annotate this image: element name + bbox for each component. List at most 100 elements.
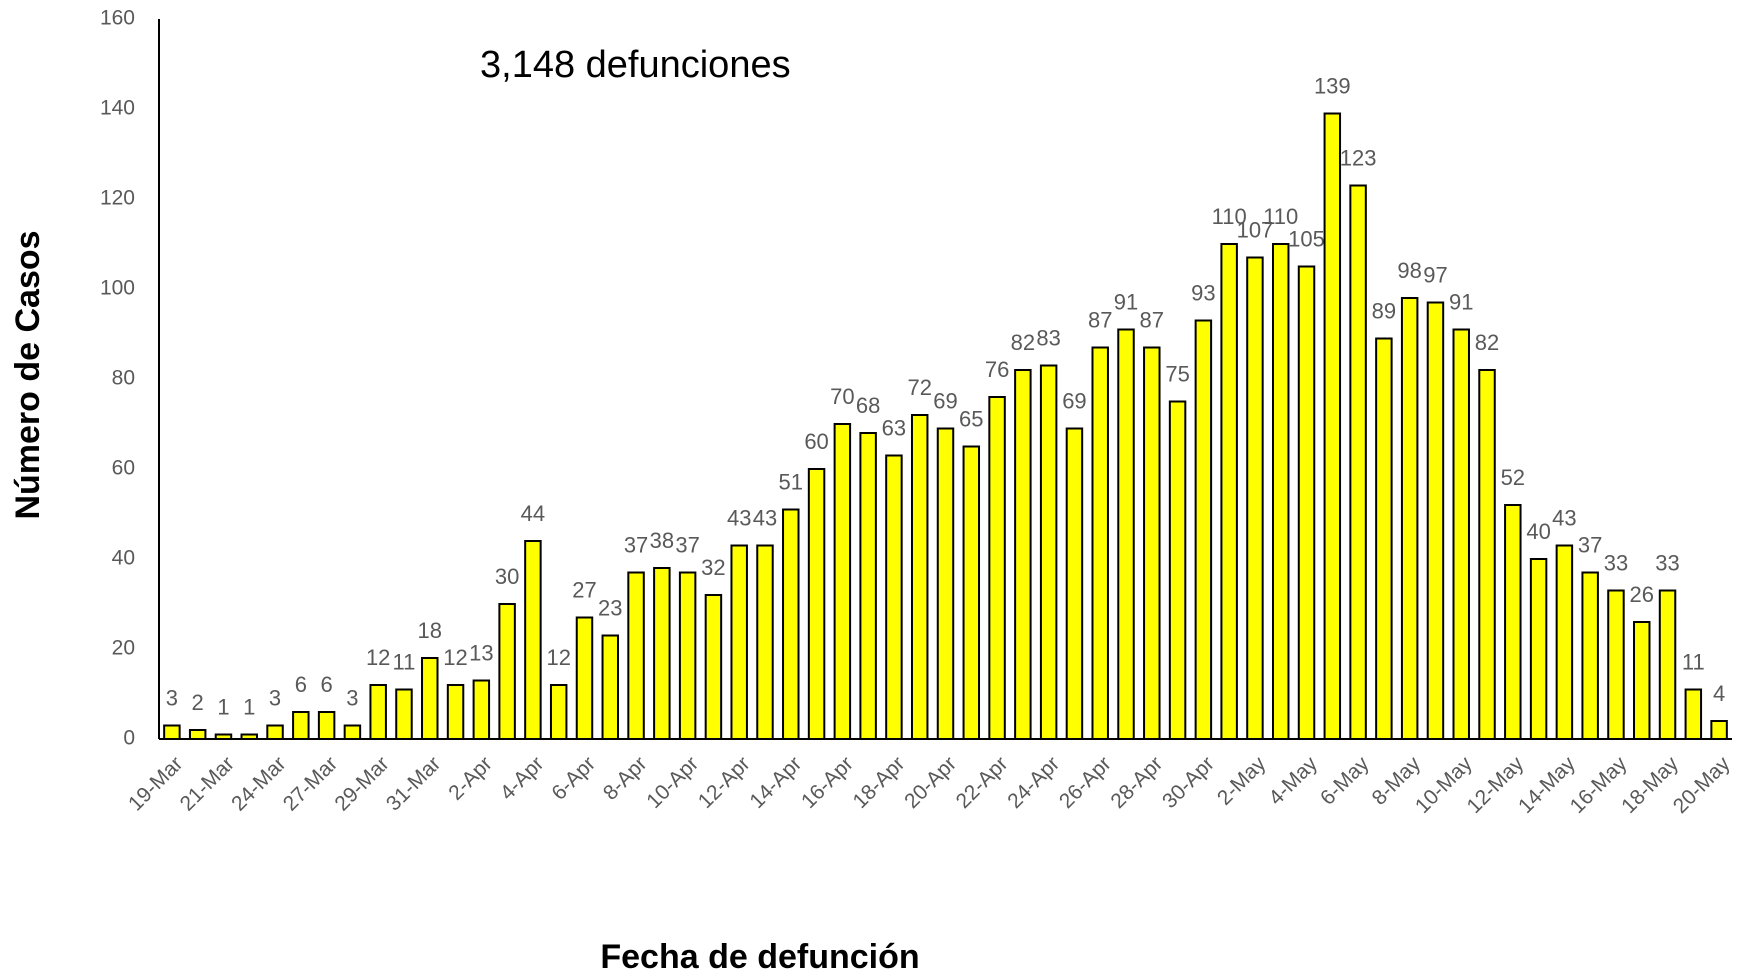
x-tick-label: 12-Apr — [694, 752, 755, 813]
y-tick-label: 140 — [100, 97, 135, 120]
x-tick-label: 16-Apr — [797, 752, 858, 813]
value-label: 32 — [701, 555, 725, 580]
x-tick-label: 4-Apr — [496, 752, 549, 805]
bar — [730, 544, 748, 740]
bar — [1400, 297, 1419, 740]
value-label: 6 — [295, 672, 307, 697]
bar — [1349, 184, 1367, 740]
bar — [1607, 589, 1625, 740]
value-label: 83 — [1036, 325, 1060, 350]
bar — [1065, 427, 1084, 740]
bar — [627, 571, 645, 740]
bar — [1633, 621, 1651, 740]
bar — [1452, 328, 1470, 740]
value-label: 123 — [1340, 145, 1377, 170]
y-tick-label: 120 — [100, 187, 135, 210]
bar — [575, 616, 594, 740]
value-label: 37 — [624, 532, 648, 557]
value-label: 37 — [675, 532, 699, 557]
bar — [1658, 589, 1677, 740]
x-tick-label: 20-May — [1669, 752, 1735, 818]
x-tick-label: 16-May — [1566, 752, 1632, 818]
x-tick-label: 24-Apr — [1003, 752, 1064, 813]
bar — [1478, 369, 1496, 740]
value-label: 12 — [443, 645, 467, 670]
bar — [859, 432, 877, 740]
y-tick-label: 80 — [112, 367, 135, 390]
value-label: 6 — [320, 672, 332, 697]
x-tick-label: 6-Apr — [547, 752, 600, 805]
value-label: 91 — [1449, 289, 1473, 314]
x-tick-label: 21-Mar — [176, 752, 239, 815]
bar — [704, 594, 723, 740]
bar — [188, 729, 207, 740]
bar — [1117, 328, 1135, 740]
bar — [962, 445, 981, 740]
value-label: 87 — [1088, 307, 1112, 332]
value-label: 27 — [572, 577, 596, 602]
x-tick-label: 2-May — [1213, 752, 1271, 810]
value-label: 82 — [1011, 330, 1035, 355]
value-label: 69 — [1062, 388, 1086, 413]
value-label: 70 — [830, 384, 854, 409]
bar — [421, 657, 439, 740]
value-label: 12 — [546, 645, 570, 670]
x-tick-label: 14-Apr — [745, 752, 806, 813]
bar — [549, 684, 568, 740]
x-tick-label: 27-Mar — [279, 752, 342, 815]
x-tick-label: 22-Apr — [952, 752, 1013, 813]
value-label: 2 — [192, 690, 204, 715]
value-label: 44 — [521, 501, 545, 526]
value-label: 107 — [1237, 217, 1274, 242]
value-label: 110 — [1212, 204, 1247, 229]
bar — [446, 684, 465, 740]
value-label: 3 — [166, 685, 178, 710]
bar — [807, 468, 826, 740]
bar — [524, 540, 542, 740]
bar — [653, 567, 671, 740]
x-tick-label: 10-Apr — [642, 752, 703, 813]
bar — [214, 733, 233, 740]
x-tick-label: 31-Mar — [382, 752, 445, 815]
value-label: 43 — [1552, 505, 1576, 530]
value-label: 110 — [1263, 204, 1298, 229]
x-tick-label: 26-Apr — [1055, 752, 1116, 813]
bar — [1684, 688, 1703, 740]
bar — [1323, 112, 1342, 740]
bar — [1039, 364, 1058, 740]
value-label: 63 — [882, 415, 906, 440]
bar — [1220, 243, 1238, 740]
value-label: 18 — [418, 618, 442, 643]
bar — [1014, 369, 1032, 740]
value-label: 4 — [1713, 681, 1725, 706]
value-label: 33 — [1604, 550, 1628, 575]
bar — [292, 711, 310, 740]
bar — [395, 688, 413, 740]
bar — [240, 733, 258, 740]
x-tick-label: 19-Mar — [124, 752, 187, 815]
x-tick-label: 10-May — [1411, 752, 1477, 818]
value-label: 3 — [346, 685, 358, 710]
bar — [1710, 720, 1728, 740]
bar — [472, 679, 491, 740]
bar — [266, 724, 284, 740]
value-label: 23 — [598, 595, 622, 620]
value-label: 1 — [217, 694, 229, 719]
bar — [678, 571, 697, 740]
bar — [1168, 400, 1187, 740]
value-label: 139 — [1314, 73, 1351, 98]
value-label: 1 — [243, 694, 255, 719]
bar — [1504, 504, 1522, 740]
value-label: 72 — [907, 375, 931, 400]
y-tick-label: 20 — [112, 637, 135, 660]
value-label: 11 — [393, 649, 416, 674]
value-label: 82 — [1475, 330, 1499, 355]
value-label: 69 — [933, 388, 957, 413]
value-label: 30 — [495, 564, 519, 589]
value-label: 43 — [727, 505, 751, 530]
value-label: 37 — [1578, 532, 1602, 557]
value-label: 33 — [1655, 550, 1679, 575]
bar — [1143, 346, 1161, 740]
bar — [782, 508, 800, 740]
y-tick-label: 100 — [100, 277, 135, 300]
